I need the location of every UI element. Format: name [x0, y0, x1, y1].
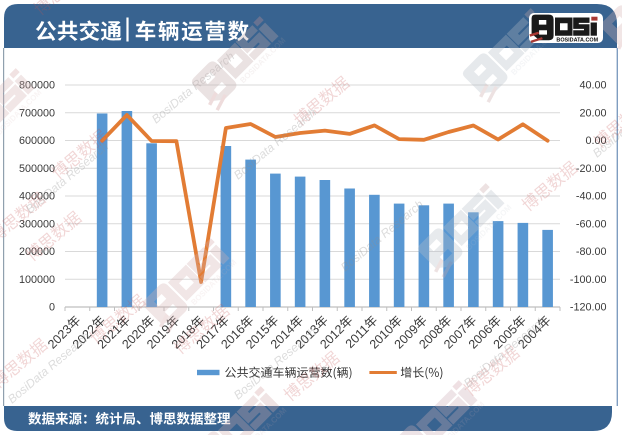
svg-text:-60.00: -60.00 [576, 218, 607, 230]
svg-text:700000: 700000 [19, 107, 55, 119]
svg-text:-20.00: -20.00 [576, 163, 607, 175]
svg-text:20.00: 20.00 [579, 107, 606, 119]
svg-text:500000: 500000 [19, 163, 55, 175]
svg-text:-120.00: -120.00 [570, 302, 607, 314]
svg-text:600000: 600000 [19, 135, 55, 147]
svg-text:-100.00: -100.00 [570, 274, 607, 286]
svg-text:BOSIDATA.COM: BOSIDATA.COM [556, 38, 598, 44]
svg-text:-40.00: -40.00 [576, 191, 607, 203]
svg-text:100000: 100000 [19, 274, 55, 286]
svg-text:40.00: 40.00 [579, 80, 606, 92]
svg-text:300000: 300000 [19, 218, 55, 230]
svg-text:-80.00: -80.00 [576, 246, 607, 258]
svg-text:0: 0 [49, 302, 55, 314]
